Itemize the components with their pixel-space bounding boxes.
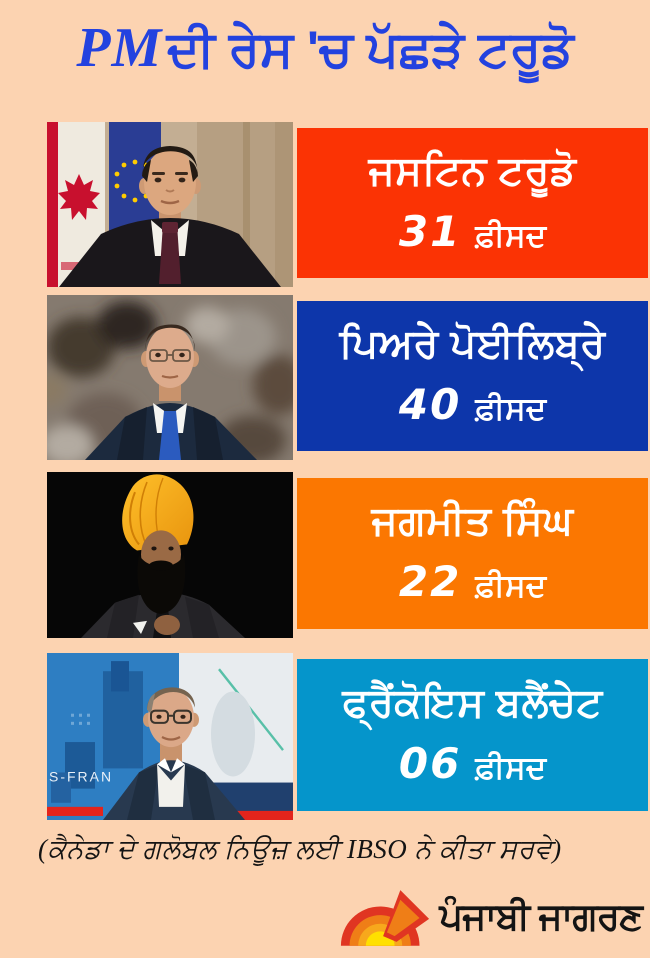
blurred-crowd-background [47, 301, 293, 460]
survey-source-note: (ਕੈਨੇਡਾ ਦੇ ਗਲੋਬਲ ਨਿਊਜ਼ ਲਈ IBSO ਨੇ ਕੀਤਾ ਸ… [38, 834, 562, 864]
result-box-blanchet: ਫ੍ਰੈਂਕੋਇਸ ਬਲੈਂਚੇਟ 06 ਫ਼ੀਸਦ [297, 659, 648, 811]
candidate-row-poilievre: ਪਿਅਰੇ ਪੋਈਲਿਬ੍ਰੇ 40 ਫ਼ੀਸਦ [47, 295, 648, 460]
page-title: PM ਦੀ ਰੇਸ 'ਚ ਪੱਛੜੇ ਟਰੂਡੋ [0, 17, 650, 80]
poilievre-figure [85, 324, 257, 460]
pocket-square [133, 620, 147, 634]
studio-caption-text: S-FRAN [49, 768, 113, 784]
blanchet-figure [103, 687, 245, 820]
candidate-name: ਜਸਟਿਨ ਟਰੂਡੋ [368, 148, 577, 193]
candidate-row-trudeau: ਜਸਟਿਨ ਟਰੂਡੋ 31 ਫ਼ੀਸਦ [47, 122, 648, 287]
francois-blanchet-photo: S-FRAN [47, 653, 293, 820]
justin-trudeau-photo [47, 122, 293, 287]
percent-unit: ਫ਼ੀਸਦ [475, 390, 547, 426]
candidate-name: ਫ੍ਰੈਂਕੋਇਸ ਬਲੈਂਚੇਟ [342, 680, 603, 725]
trudeau-figure [59, 146, 281, 287]
candidate-name: ਪਿਅਰੇ ਪੋਈਲਿਬ੍ਰੇ [339, 321, 606, 366]
result-value-line: 06 ਫ਼ੀਸਦ [399, 739, 546, 788]
percent-value: 31 [398, 206, 462, 256]
punjabi-jagran-sun-logo-icon [341, 890, 430, 946]
candidate-row-blanchet: S-FRAN [47, 653, 648, 820]
turban-icon [122, 474, 194, 551]
glasses-icon [150, 709, 192, 724]
title-punjabi-part: ਦੀ ਰੇਸ 'ਚ ਪੱਛੜੇ ਟਰੂਡੋ [166, 21, 574, 77]
city-graphics [51, 661, 143, 803]
percent-value: 06 [398, 738, 462, 788]
percent-value: 40 [398, 379, 462, 429]
candidate-row-singh: ਜਗਮੀਤ ਸਿੰਘ 22 ਫ਼ੀਸਦ [47, 472, 648, 638]
publisher-name: ਪੰਜਾਬੀ ਜਾਗਰਣ [439, 895, 643, 937]
result-box-poilievre: ਪਿਅਰੇ ਪੋਈਲਿਬ੍ਰੇ 40 ਫ਼ੀਸਦ [297, 301, 648, 451]
pierre-poilievre-photo [47, 295, 293, 460]
glasses-icon [149, 349, 191, 362]
percent-unit: ਫ਼ੀਸਦ [475, 568, 547, 603]
singh-figure [81, 474, 245, 638]
percent-value: 22 [398, 557, 462, 606]
result-box-singh: ਜਗਮੀਤ ਸਿੰਘ 22 ਫ਼ੀਸਦ [297, 478, 648, 629]
result-value-line: 40 ਫ਼ੀਸਦ [399, 380, 546, 429]
beard [137, 554, 186, 614]
jagmeet-singh-photo [47, 472, 293, 638]
hand [154, 614, 180, 635]
title-latin-part: PM [76, 17, 163, 79]
statue-silhouette [211, 691, 255, 777]
percent-unit: ਫ਼ੀਸਦ [475, 217, 547, 253]
candidate-name: ਜਗਮੀਤ ਸਿੰਘ [371, 499, 574, 543]
percent-unit: ਫ਼ੀਸਦ [475, 749, 547, 785]
result-value-line: 22 ਫ਼ੀਸਦ [399, 557, 546, 606]
result-value-line: 31 ਫ਼ੀਸਦ [399, 207, 546, 256]
publisher-branding: ਪੰਜਾਬੀ ਜਾਗਰਣ [339, 886, 643, 948]
result-box-trudeau: ਜਸਟਿਨ ਟਰੂਡੋ 31 ਫ਼ੀਸਦ [297, 128, 648, 278]
